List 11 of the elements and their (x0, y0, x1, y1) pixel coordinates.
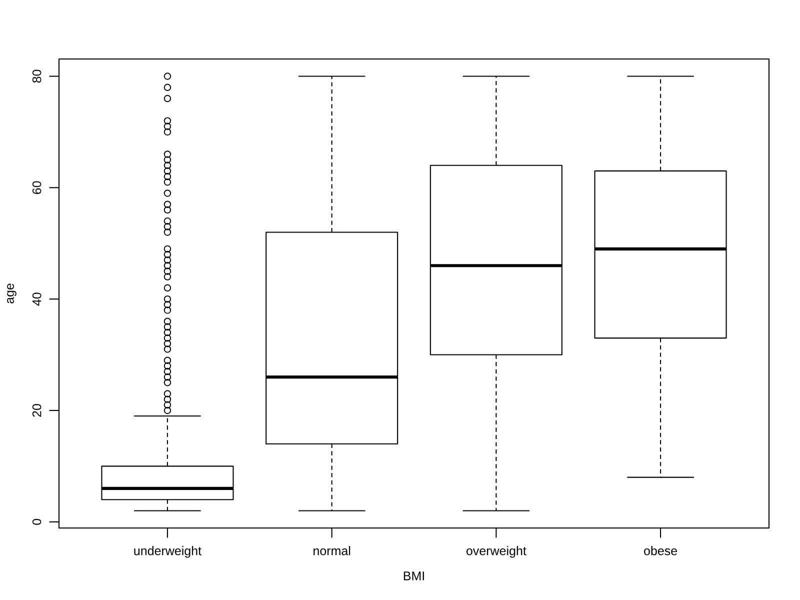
y-axis-title: age (7, 284, 16, 304)
y-tick-label: 20 (32, 404, 42, 417)
y-tick-label: 40 (32, 292, 42, 306)
x-axis-title: BMI (404, 572, 424, 580)
y-tick-label: 60 (32, 181, 42, 194)
x-tick-label: obese (644, 546, 678, 556)
x-tick-label: overweight (466, 546, 526, 558)
x-tick-label: underweight (134, 546, 202, 558)
x-tick-label: normal (314, 546, 350, 556)
y-tick-label: 80 (32, 70, 42, 83)
y-tick-label: 0 (32, 518, 42, 525)
